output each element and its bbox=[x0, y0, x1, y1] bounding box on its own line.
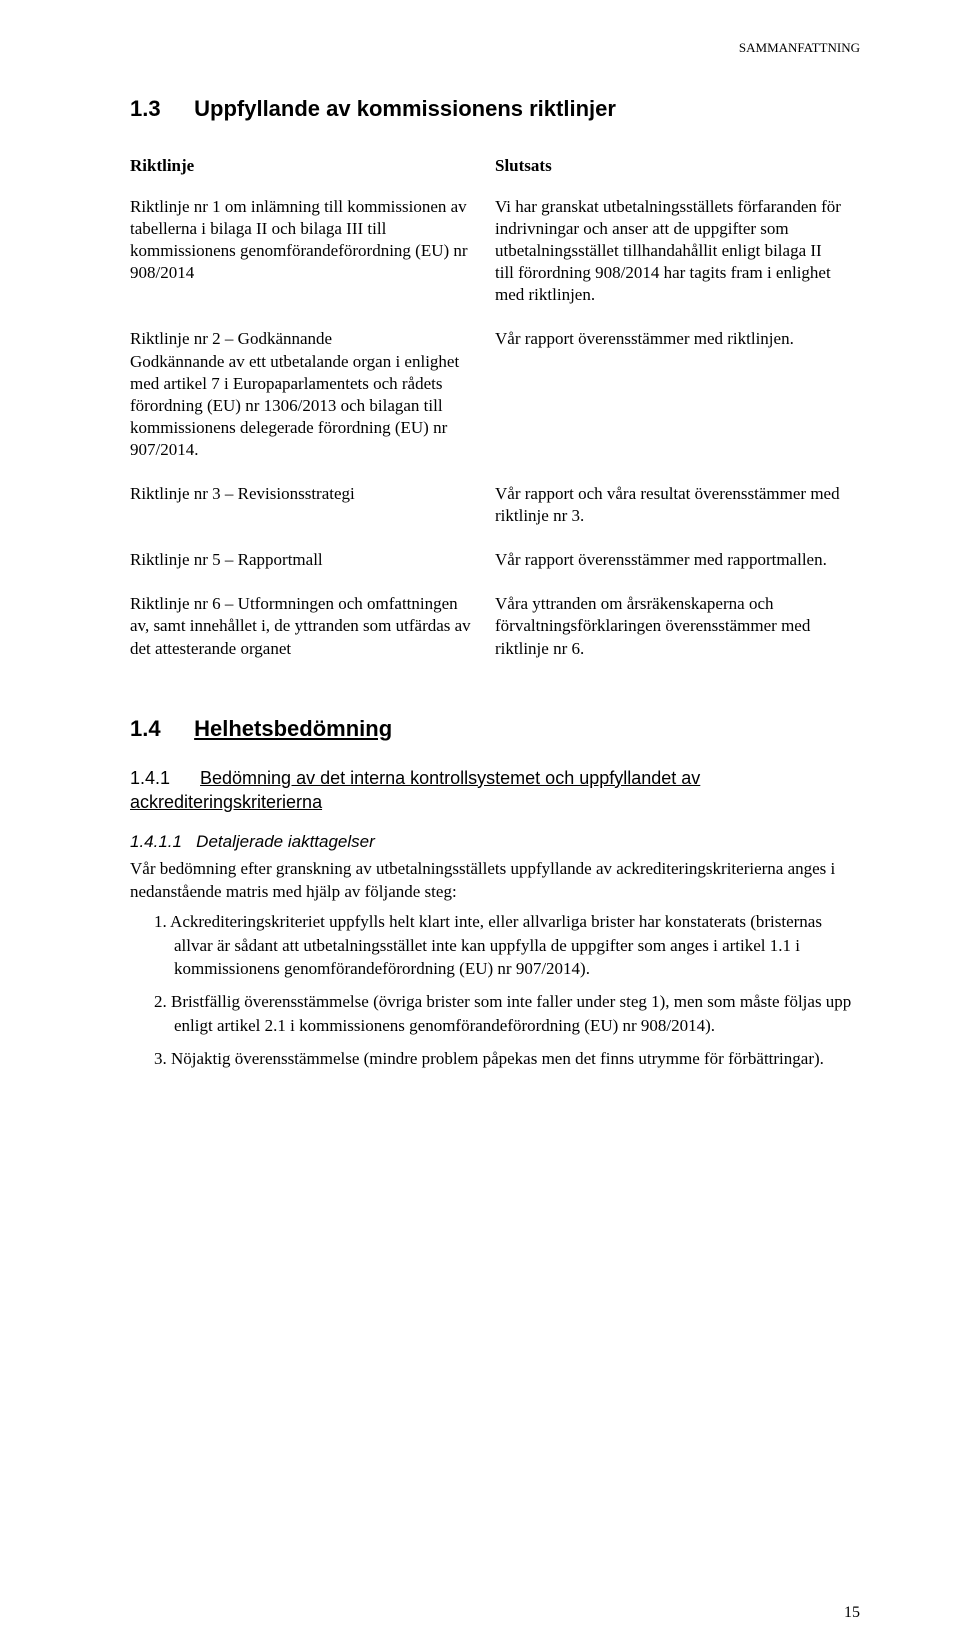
table-row: Riktlinje nr 2 – Godkännande Godkännande… bbox=[130, 322, 860, 477]
table-cell-left: Riktlinje nr 3 – Revisionsstrategi bbox=[130, 477, 495, 543]
section-1-3-title: 1.3 Uppfyllande av kommissionens riktlin… bbox=[130, 96, 860, 122]
table-cell-right: Våra yttranden om årsräkenskaperna och f… bbox=[495, 587, 860, 675]
section-1-4-1-1-title: 1.4.1.1 Detaljerade iakttagelser bbox=[130, 832, 860, 852]
page-number: 15 bbox=[844, 1604, 860, 1622]
section-title-text: Uppfyllande av kommissionens riktlinjer bbox=[194, 96, 616, 121]
table-row: Riktlinje nr 1 om inlämning till kommiss… bbox=[130, 190, 860, 322]
table-cell-right: Vi har granskat utbetalningsställets för… bbox=[495, 190, 860, 322]
running-header: SAMMANFATTNING bbox=[130, 40, 860, 56]
list-item: 2. Bristfällig överensstämmelse (övriga … bbox=[154, 990, 860, 1037]
table-cell-right: Vår rapport och våra resultat överensstä… bbox=[495, 477, 860, 543]
section-title-text: Detaljerade iakttagelser bbox=[196, 832, 375, 851]
intro-paragraph: Vår bedömning efter granskning av utbeta… bbox=[130, 858, 860, 904]
table-cell-left: Riktlinje nr 2 – Godkännande Godkännande… bbox=[130, 322, 495, 477]
table-header-row: Riktlinje Slutsats bbox=[130, 150, 860, 190]
table-cell-right: Vår rapport överensstämmer med rapportma… bbox=[495, 543, 860, 587]
section-number: 1.4 bbox=[130, 716, 188, 742]
list-item: 3. Nöjaktig överensstämmelse (mindre pro… bbox=[154, 1047, 860, 1070]
section-1-4-1-title: 1.4.1Bedömning av det interna kontrollsy… bbox=[130, 766, 860, 815]
list-item: 1. Ackrediteringskriteriet uppfylls helt… bbox=[154, 910, 860, 980]
section-title-text: Helhetsbedömning bbox=[194, 716, 392, 741]
table-header-left: Riktlinje bbox=[130, 150, 495, 190]
table-header-right: Slutsats bbox=[495, 150, 860, 190]
document-page: SAMMANFATTNING 1.3 Uppfyllande av kommis… bbox=[0, 0, 960, 1652]
table-cell-left: Riktlinje nr 1 om inlämning till kommiss… bbox=[130, 190, 495, 322]
section-number: 1.4.1.1 bbox=[130, 832, 182, 851]
table-cell-left: Riktlinje nr 5 – Rapportmall bbox=[130, 543, 495, 587]
table-cell-right: Vår rapport överensstämmer med riktlinje… bbox=[495, 322, 860, 477]
table-cell-left: Riktlinje nr 6 – Utformningen och omfatt… bbox=[130, 587, 495, 675]
table-row: Riktlinje nr 5 – Rapportmall Vår rapport… bbox=[130, 543, 860, 587]
table-row: Riktlinje nr 3 – Revisionsstrategi Vår r… bbox=[130, 477, 860, 543]
guidelines-table: Riktlinje Slutsats Riktlinje nr 1 om inl… bbox=[130, 150, 860, 676]
section-1-4-title: 1.4 Helhetsbedömning bbox=[130, 716, 860, 742]
section-number: 1.4.1 bbox=[130, 766, 200, 790]
table-row: Riktlinje nr 6 – Utformningen och omfatt… bbox=[130, 587, 860, 675]
section-number: 1.3 bbox=[130, 96, 188, 122]
numbered-list: 1. Ackrediteringskriteriet uppfylls helt… bbox=[130, 910, 860, 1071]
section-title-text: Bedömning av det interna kontrollsysteme… bbox=[130, 768, 700, 812]
